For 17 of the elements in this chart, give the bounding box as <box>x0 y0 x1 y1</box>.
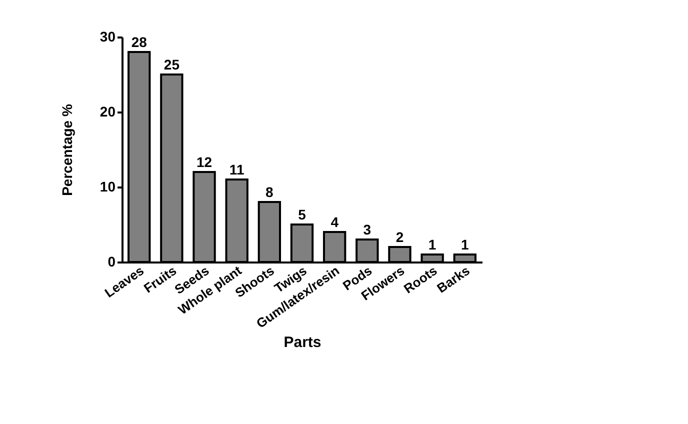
data-label: 3 <box>363 222 372 238</box>
x-axis-title: Parts <box>284 334 322 352</box>
data-label: 2 <box>396 229 404 245</box>
data-label: 4 <box>330 214 339 230</box>
data-label: 1 <box>460 236 469 252</box>
data-label: 8 <box>266 184 274 200</box>
data-label: 5 <box>298 206 306 222</box>
y-tick-label: 20 <box>100 104 116 120</box>
data-label: 28 <box>131 34 148 50</box>
y-tick-label: 30 <box>100 28 116 44</box>
data-label: 25 <box>164 56 180 72</box>
y-tick-label: 10 <box>100 178 116 194</box>
data-label: 11 <box>229 162 244 178</box>
data-label: 12 <box>196 154 212 170</box>
y-tick-label: 0 <box>108 254 116 270</box>
data-label: 1 <box>428 236 436 252</box>
y-axis-title: Percentage % <box>58 104 75 196</box>
